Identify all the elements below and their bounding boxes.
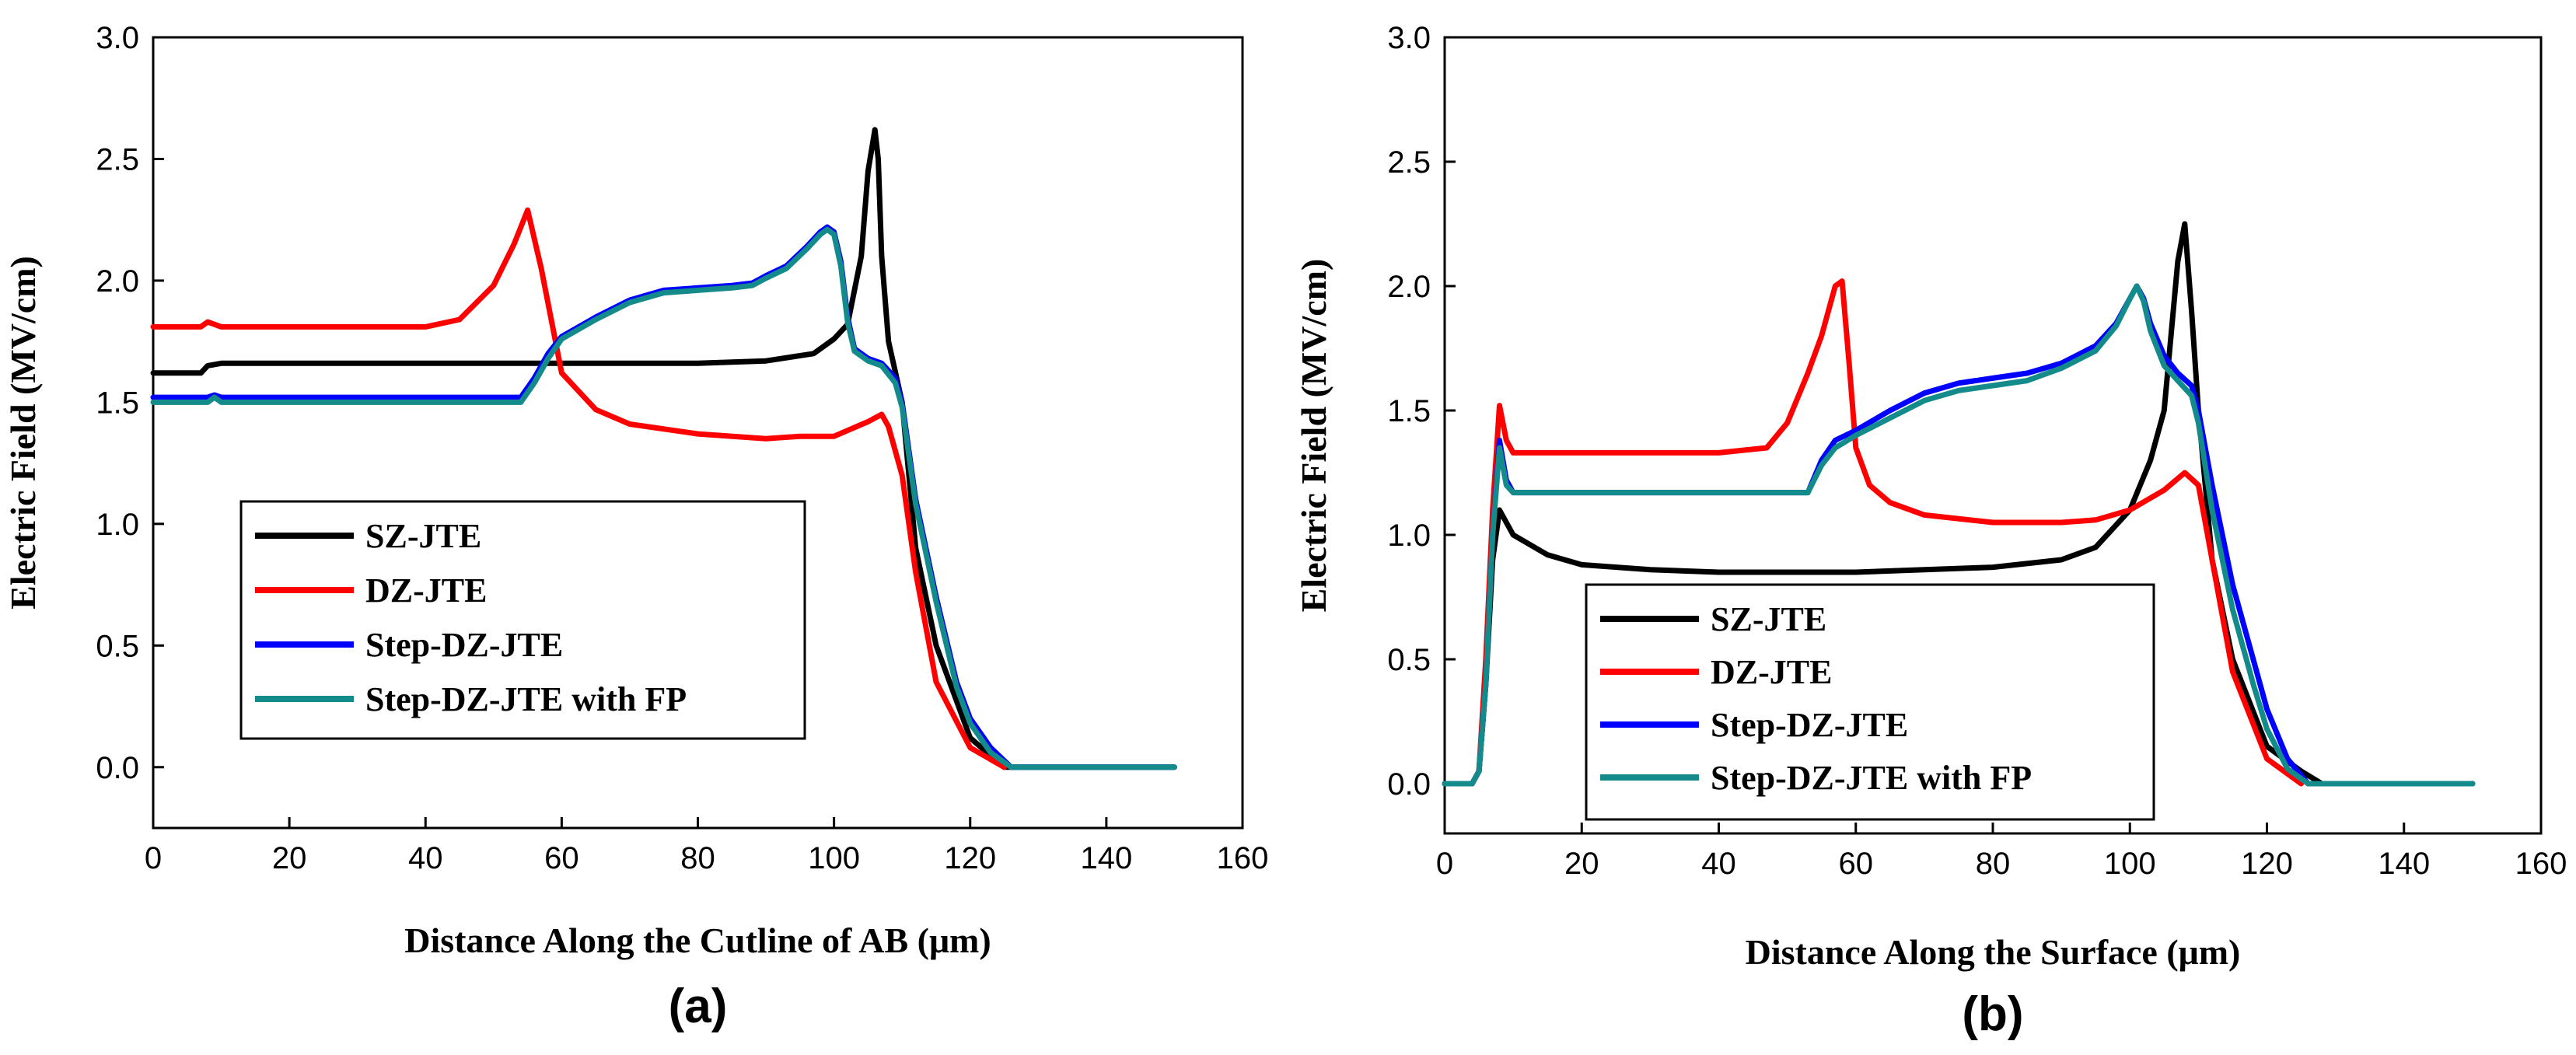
legend-label: Step-DZ-JTE with FP — [365, 680, 687, 718]
panel-label: (a) — [669, 980, 728, 1033]
y-axis-title: Electric Field (MV/cm) — [1294, 259, 1333, 613]
x-tick-label: 40 — [408, 841, 443, 875]
x-tick-label: 0 — [1436, 847, 1453, 881]
x-tick-label: 160 — [2515, 847, 2567, 881]
x-tick-label: 140 — [1081, 841, 1133, 875]
x-tick-label: 140 — [2378, 847, 2430, 881]
legend: SZ-JTE DZ-JTE Step-DZ-JTE Step-DZ-JTE with … — [239, 500, 806, 740]
y-tick-label: 0.0 — [1387, 767, 1431, 802]
x-axis-title: Distance Along the Surface (μm) — [1746, 932, 2241, 972]
x-tick-label: 20 — [1564, 847, 1599, 881]
chart-panel-b: 0 20 40 60 80 100 120 140 160 0.0 0.5 1.0 1.5 2.0 2.5 3… — [1294, 21, 2567, 1041]
y-tick-label: 0.5 — [1387, 643, 1431, 677]
y-tick-label: 0.5 — [96, 629, 139, 663]
y-tick-label: 1.0 — [96, 508, 139, 542]
y-tick-label: 2.5 — [1387, 145, 1431, 180]
panel-label: (b) — [1962, 987, 2023, 1041]
x-tick-label: 120 — [944, 841, 996, 875]
x-tick-label: 0 — [145, 841, 162, 875]
x-tick-label: 20 — [272, 841, 307, 875]
x-axis-title: Distance Along the Cutline of AB (μm) — [404, 921, 991, 960]
y-tick-label: 1.0 — [1387, 519, 1431, 553]
x-tick-label: 100 — [808, 841, 860, 875]
legend: SZ-JTE DZ-JTE Step-DZ-JTE Step-DZ-JTE with … — [1585, 583, 2155, 821]
legend-label: Step-DZ-JTE with FP — [1711, 759, 2032, 797]
y-tick-label: 2.0 — [1387, 270, 1431, 304]
legend-label: DZ-JTE — [365, 571, 487, 610]
y-tick-label: 1.5 — [1387, 394, 1431, 428]
legend-label: Step-DZ-JTE — [365, 626, 563, 664]
x-tick-label: 100 — [2104, 847, 2156, 881]
y-tick-label: 0.0 — [96, 751, 139, 785]
x-tick-label: 80 — [1976, 847, 2011, 881]
series-line-sz-jte — [150, 127, 1177, 770]
series-line-step-dz-jte-with-fp — [1442, 283, 2476, 787]
x-tick-label: 60 — [544, 841, 579, 875]
y-tick-label: 2.5 — [96, 142, 139, 176]
y-tick-label: 3.0 — [96, 21, 139, 55]
x-tick-label: 40 — [1701, 847, 1736, 881]
chart-panel-a: 0 20 40 60 80 100 120 140 160 0.0 0.5 1.0 1.5 2.0 2.5 3… — [3, 21, 1268, 1033]
series-line-dz-jte — [150, 207, 1007, 770]
x-tick-label: 60 — [1839, 847, 1874, 881]
legend-label: Step-DZ-JTE — [1711, 706, 1908, 744]
y-tick-label: 2.0 — [96, 264, 139, 299]
x-tick-label: 120 — [2241, 847, 2293, 881]
y-tick-label: 1.5 — [96, 386, 139, 420]
x-tick-label: 80 — [680, 841, 715, 875]
series-line-step-dz-jte-with-fp — [150, 226, 1177, 770]
legend-label: DZ-JTE — [1711, 653, 1832, 691]
series-line-dz-jte — [1442, 278, 2305, 787]
x-tick-label: 160 — [1217, 841, 1269, 875]
legend-label: SZ-JTE — [365, 517, 481, 555]
y-tick-label: 3.0 — [1387, 21, 1431, 55]
legend-label: SZ-JTE — [1711, 600, 1826, 638]
y-axis-title: Electric Field (MV/cm) — [3, 256, 43, 610]
